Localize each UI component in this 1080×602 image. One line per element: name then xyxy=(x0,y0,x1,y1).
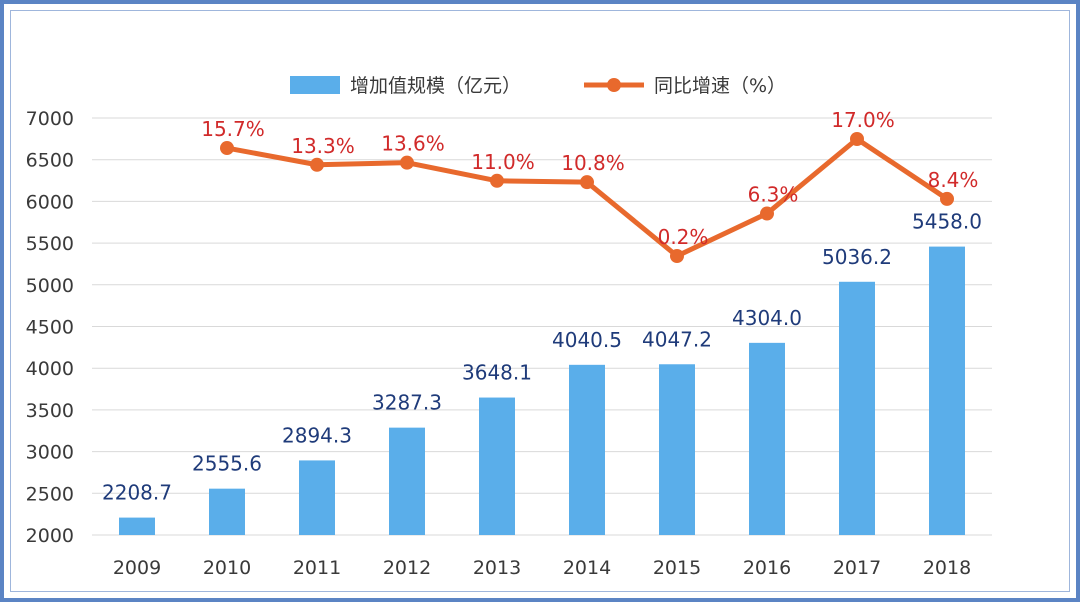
growth-point xyxy=(490,173,504,188)
bar-value-label: 4304.0 xyxy=(732,306,802,330)
x-tick-label: 2017 xyxy=(833,557,881,579)
growth-value-label: 0.2% xyxy=(658,225,709,249)
line-series: 15.7% 13.3% 13.6% 11.0% 10.8% 0.2% 6.3% 17.0% 8.… xyxy=(201,108,978,263)
bar-value-label: 5458.0 xyxy=(912,210,982,234)
growth-point xyxy=(670,249,684,263)
growth-point xyxy=(580,175,594,190)
bar xyxy=(659,364,695,535)
x-axis-ticks: 2009 2010 2011 2012 2013 2014 2015 2016 2017 2018 xyxy=(113,557,971,579)
x-tick-label: 2015 xyxy=(653,557,701,579)
growth-point xyxy=(400,155,414,170)
growth-value-label: 15.7% xyxy=(201,117,265,141)
growth-point xyxy=(940,191,954,206)
bar xyxy=(479,397,515,535)
bar-value-label: 2555.6 xyxy=(192,452,262,476)
growth-value-label: 11.0% xyxy=(471,150,535,174)
x-tick-label: 2009 xyxy=(113,557,161,579)
x-tick-label: 2018 xyxy=(923,557,971,579)
x-tick-label: 2014 xyxy=(563,557,611,579)
y-tick-label: 2000 xyxy=(26,525,74,547)
bar-value-label: 5036.2 xyxy=(822,245,892,269)
y-tick-label: 3000 xyxy=(26,442,74,464)
bar xyxy=(749,342,785,535)
legend-line-marker xyxy=(607,78,621,92)
x-tick-label: 2012 xyxy=(383,557,431,579)
y-tick-label: 5500 xyxy=(26,233,74,255)
y-tick-label: 7000 xyxy=(26,108,74,130)
growth-value-label: 8.4% xyxy=(928,168,979,192)
bar xyxy=(569,364,605,535)
growth-point xyxy=(760,206,774,221)
growth-value-label: 17.0% xyxy=(831,108,895,132)
y-tick-label: 4000 xyxy=(26,358,74,380)
legend-line-label: 同比增速（%） xyxy=(654,75,786,97)
y-tick-label: 4500 xyxy=(26,317,74,339)
y-tick-label: 2500 xyxy=(26,483,74,505)
growth-value-label: 10.8% xyxy=(561,151,625,175)
growth-point xyxy=(310,157,324,172)
bar-value-label: 3648.1 xyxy=(462,361,532,385)
y-tick-label: 5000 xyxy=(26,275,74,297)
bar-value-label: 4047.2 xyxy=(642,327,712,351)
y-tick-label: 6500 xyxy=(26,150,74,172)
x-tick-label: 2010 xyxy=(203,557,251,579)
bar-series: 2208.7 2555.6 2894.3 3287.3 3648.1 4040.5 4047… xyxy=(102,210,982,536)
bar-value-label: 2208.7 xyxy=(102,481,172,505)
bar-value-label: 4040.5 xyxy=(552,328,622,352)
growth-point xyxy=(220,141,234,156)
bar xyxy=(209,488,245,535)
legend-bar-swatch xyxy=(290,76,340,94)
bar xyxy=(299,460,335,535)
bar xyxy=(119,517,155,535)
bar-value-label: 3287.3 xyxy=(372,391,442,415)
x-tick-label: 2011 xyxy=(293,557,341,579)
growth-point xyxy=(850,132,864,146)
chart-inner-border xyxy=(10,10,1070,592)
growth-value-label: 13.3% xyxy=(291,134,355,158)
bar-value-label: 2894.3 xyxy=(282,423,352,447)
growth-value-label: 13.6% xyxy=(381,132,445,156)
x-tick-label: 2016 xyxy=(743,557,791,579)
growth-value-label: 6.3% xyxy=(748,183,799,207)
y-tick-label: 6000 xyxy=(26,191,74,213)
legend-bar-label: 增加值规模（亿元） xyxy=(350,75,521,97)
bar xyxy=(389,427,425,535)
x-tick-label: 2013 xyxy=(473,557,521,579)
legend: 增加值规模（亿元） 同比增速（%） xyxy=(290,75,786,97)
y-tick-label: 3500 xyxy=(26,400,74,422)
y-axis-ticks: 2000 2500 3000 3500 4000 4500 5000 5500 6000 6500… xyxy=(26,108,74,547)
bar xyxy=(839,281,875,535)
bar xyxy=(929,246,965,536)
